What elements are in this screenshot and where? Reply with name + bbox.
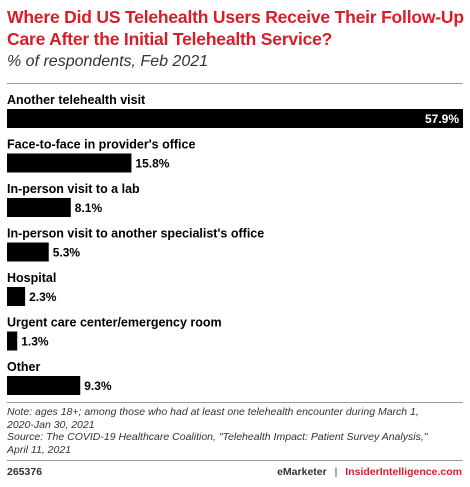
bar (7, 109, 463, 128)
bar (7, 153, 132, 173)
value-label: 1.3% (21, 335, 49, 349)
value-label: 9.3% (84, 379, 112, 393)
value-label: 5.3% (53, 246, 81, 260)
chart-title: Where Did US Telehealth Users Receive Th… (7, 7, 464, 49)
category-label: Hospital (7, 271, 56, 285)
bar (7, 376, 81, 395)
value-label: 15.8% (135, 157, 169, 171)
category-label: In-person visit to a lab (7, 182, 140, 196)
bar (7, 198, 71, 217)
source-line-1: Source: The COVID-19 Healthcare Coalitio… (7, 431, 428, 444)
value-label: 57.9% (425, 112, 459, 126)
value-label: 2.3% (29, 290, 57, 304)
bar (7, 242, 49, 262)
footer-separator: | (334, 466, 338, 478)
bar (7, 287, 26, 306)
note-line-1: Note: ages 18+; among those who had at l… (7, 406, 419, 418)
brand-name: eMarketer (277, 466, 327, 478)
notes-block: Note: ages 18+; among those who had at l… (7, 406, 463, 456)
note-line-2: 2020-Jan 30, 2021 (7, 418, 95, 431)
value-label: 8.1% (75, 201, 103, 215)
category-label: Face-to-face in provider's office (7, 138, 195, 152)
category-label: Urgent care center/emergency room (7, 316, 222, 330)
notes-divider (7, 402, 463, 403)
site-link[interactable]: InsiderIntelligence.com (345, 466, 462, 478)
bar (7, 331, 18, 351)
chart-subtitle: % of respondents, Feb 2021 (7, 53, 209, 70)
footer-divider (7, 460, 463, 461)
source-line-2: April 11, 2021 (7, 443, 72, 456)
top-divider (7, 83, 463, 84)
category-label: Other (7, 360, 40, 374)
category-label: Another telehealth visit (7, 93, 146, 107)
footer-credits: eMarketer | InsiderIntelligence.com (277, 466, 462, 478)
category-label: In-person visit to another specialist's … (7, 227, 264, 241)
chart-id: 265376 (7, 466, 43, 478)
